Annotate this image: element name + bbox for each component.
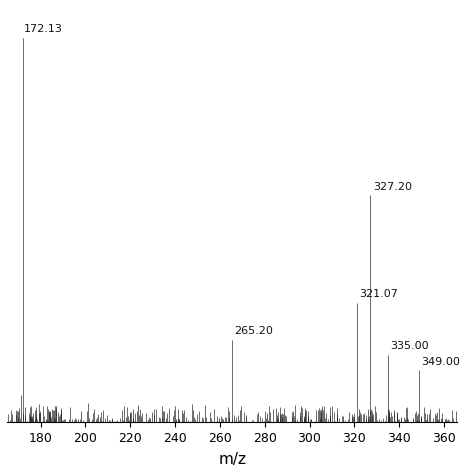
Text: 335.00: 335.00 [390,341,429,351]
Text: 327.20: 327.20 [373,182,412,191]
Text: 349.00: 349.00 [421,356,460,366]
Text: 172.13: 172.13 [24,24,63,34]
X-axis label: m/z: m/z [218,452,246,467]
Text: 265.20: 265.20 [234,326,273,336]
Text: 321.07: 321.07 [359,289,398,299]
